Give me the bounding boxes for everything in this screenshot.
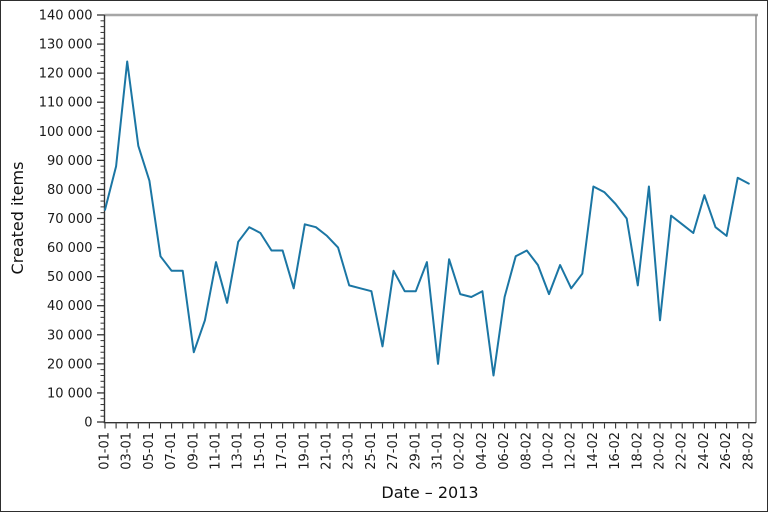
- x-tick-label: 23-01: [342, 432, 357, 470]
- x-tick-label: 12-02: [564, 432, 579, 470]
- x-tick-label: 10-02: [542, 432, 557, 470]
- x-tick-label: 26-02: [719, 432, 734, 470]
- x-tick-label: 01-01: [98, 432, 113, 470]
- y-tick-label: 0: [84, 416, 92, 431]
- x-tick-label: 17-01: [275, 432, 290, 470]
- x-axis-title: Date – 2013: [381, 483, 478, 502]
- y-tick-label: 20 000: [47, 357, 93, 372]
- x-tick-label: 06-02: [497, 432, 512, 470]
- y-tick-label: 60 000: [47, 241, 93, 256]
- y-tick-label: 30 000: [47, 328, 93, 343]
- x-tick-label: 19-01: [297, 432, 312, 470]
- x-tick-label: 24-02: [697, 432, 712, 470]
- x-tick-label: 16-02: [608, 432, 623, 470]
- x-tick-label: 22-02: [675, 432, 690, 470]
- x-tick-label: 18-02: [630, 432, 645, 470]
- y-tick-label: 100 000: [39, 125, 93, 140]
- x-tick-label: 29-01: [408, 432, 423, 470]
- y-tick-label: 40 000: [47, 299, 93, 314]
- x-tick-label: 02-02: [453, 432, 468, 470]
- y-tick-label: 70 000: [47, 212, 93, 227]
- x-tick-label: 21-01: [320, 432, 335, 470]
- x-tick-label: 11-01: [209, 432, 224, 470]
- x-tick-label: 25-01: [364, 432, 379, 470]
- y-tick-label: 90 000: [47, 154, 93, 169]
- x-tick-label: 08-02: [519, 432, 534, 470]
- x-tick-label: 03-01: [120, 432, 135, 470]
- x-tick-label: 14-02: [586, 432, 601, 470]
- x-tick-label: 20-02: [653, 432, 668, 470]
- y-tick-label: 10 000: [47, 386, 93, 401]
- x-tick-label: 31-01: [431, 432, 446, 470]
- y-tick-label: 110 000: [39, 96, 93, 111]
- y-axis-title: Created items: [8, 162, 27, 275]
- x-tick-label: 04-02: [475, 432, 490, 470]
- x-tick-label: 15-01: [253, 432, 268, 470]
- y-tick-label: 50 000: [47, 270, 93, 285]
- y-tick-label: 120 000: [39, 67, 93, 82]
- y-tick-label: 130 000: [39, 38, 93, 53]
- y-tick-label: 80 000: [47, 183, 93, 198]
- data-line-series: [104, 60, 750, 377]
- x-tick-label: 27-01: [386, 432, 401, 470]
- x-tick-label: 28-02: [741, 432, 756, 470]
- x-tick-label: 07-01: [164, 432, 179, 470]
- x-tick-label: 13-01: [231, 432, 246, 470]
- x-tick-label: 05-01: [142, 432, 157, 470]
- x-tick-label: 09-01: [186, 432, 201, 470]
- y-tick-label: 140 000: [39, 9, 93, 24]
